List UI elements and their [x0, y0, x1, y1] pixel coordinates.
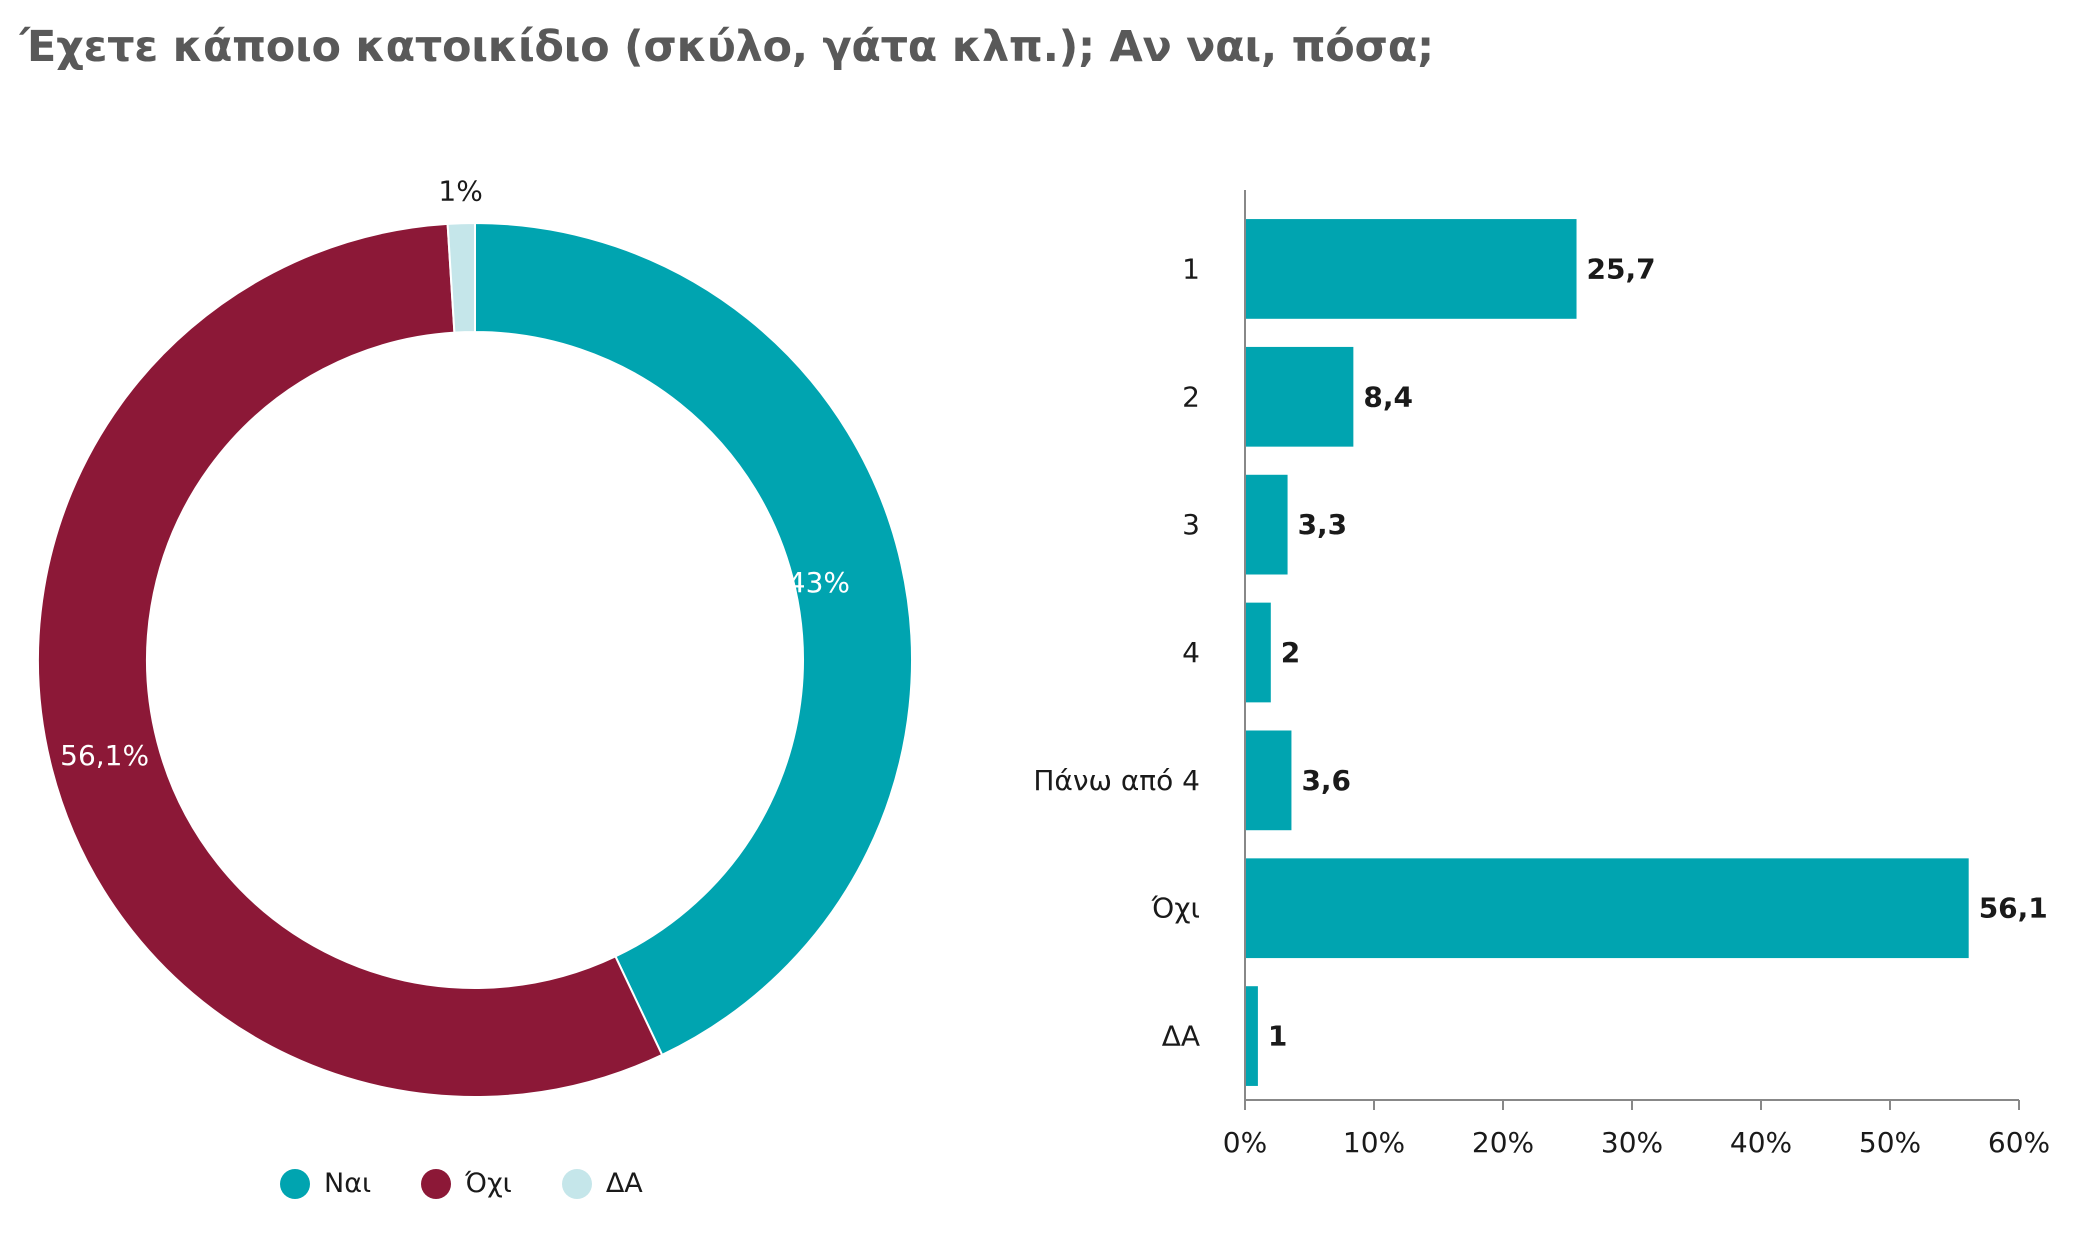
bar [1246, 346, 1354, 447]
bar [1246, 219, 1577, 319]
donut-chart: 43% 56,1% 1% [37, 175, 913, 1098]
x-tick-label: 10% [1343, 1126, 1405, 1159]
bar [1246, 602, 1271, 703]
x-tick-label: 50% [1859, 1126, 1921, 1159]
legend-entry-no: Όχι [421, 1168, 512, 1199]
bar-value-label: 25,7 [1587, 252, 1656, 285]
bar-value-label: 1 [1268, 1020, 1287, 1053]
legend-swatch-yes [280, 1168, 310, 1199]
bar-value-label: 3,3 [1298, 508, 1348, 541]
category-label: Όχι [1151, 892, 1200, 925]
bar [1246, 858, 1969, 959]
bar-value-label: 2 [1281, 636, 1300, 669]
x-tick-label: 30% [1601, 1126, 1663, 1159]
donut-slice-da [446, 221, 476, 334]
category-label: 3 [1182, 508, 1200, 541]
category-label: 2 [1182, 380, 1200, 413]
donut-slice-no [37, 222, 664, 1098]
category-label: 1 [1182, 252, 1200, 285]
category-label: Πάνω από 4 [1033, 764, 1200, 797]
donut-label-yes: 43% [788, 566, 850, 599]
x-tick-label: 60% [1988, 1126, 2050, 1159]
legend-swatch-no [421, 1168, 452, 1199]
legend-entry-da: ΔΑ [561, 1168, 643, 1199]
legend-label-yes: Ναι [324, 1168, 372, 1199]
bar [1246, 986, 1258, 1086]
donut-label-da: 1% [438, 175, 482, 208]
donut-legend: Ναι Όχι ΔΑ [280, 1168, 643, 1199]
bar-value-label: 56,1 [1979, 892, 2048, 925]
x-tick-label: 40% [1730, 1126, 1792, 1159]
legend-label-no: Όχι [465, 1168, 512, 1199]
bar-value-label: 3,6 [1301, 764, 1351, 797]
bar [1246, 474, 1288, 575]
bar-value-label: 8,4 [1363, 380, 1413, 413]
legend-swatch-da [561, 1168, 592, 1199]
x-tick-label: 20% [1472, 1126, 1534, 1159]
bar [1246, 730, 1292, 831]
donut-slice-yes [474, 221, 913, 1057]
bar-chart: 0% 10% 20% 30% 40% 50% 60% 1 25,7 2 8,4 3 3,3 4 2 Πάνω … [1033, 190, 2050, 1159]
legend-entry-yes: Ναι [280, 1168, 371, 1199]
category-label: ΔΑ [1162, 1020, 1200, 1053]
chart-title: Έχετε κάποιο κατοικίδιο (σκύλο, γάτα κλπ… [20, 22, 1434, 72]
donut-label-no: 56,1% [60, 739, 149, 772]
category-label: 4 [1182, 636, 1200, 669]
legend-label-da: ΔΑ [605, 1168, 643, 1199]
x-tick-label: 0% [1223, 1126, 1267, 1159]
